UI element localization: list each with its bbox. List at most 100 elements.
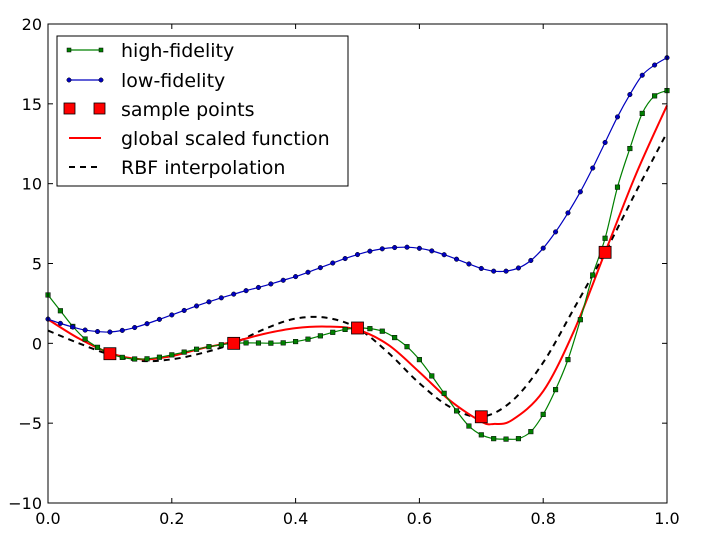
data-point-low-fidelity [553, 229, 559, 235]
legend-marker-low-fidelity [98, 77, 104, 83]
data-point-low-fidelity [206, 299, 212, 305]
data-point-high-fidelity [206, 344, 212, 350]
data-point-high-fidelity [218, 342, 224, 348]
legend-label-high-fidelity: high-fidelity [121, 40, 234, 62]
data-point-sample-points [474, 410, 488, 424]
data-point-low-fidelity [416, 245, 422, 251]
legend-entry-high-fidelity: high-fidelity [66, 40, 234, 62]
data-point-low-fidelity [528, 257, 534, 264]
series-layer [45, 55, 670, 442]
data-point-low-fidelity [231, 291, 237, 297]
data-point-high-fidelity [255, 340, 262, 346]
data-point-low-fidelity [429, 248, 435, 254]
data-point-high-fidelity [540, 411, 546, 417]
data-point-low-fidelity [392, 244, 398, 251]
data-point-high-fidelity [119, 354, 125, 360]
data-point-high-fidelity [466, 423, 472, 429]
data-point-low-fidelity [614, 114, 621, 120]
data-point-low-fidelity [503, 268, 509, 274]
data-point-low-fidelity [441, 252, 447, 258]
data-point-low-fidelity [255, 284, 262, 291]
data-point-low-fidelity [293, 274, 299, 280]
data-point-low-fidelity [280, 277, 286, 283]
data-point-high-fidelity [627, 145, 633, 152]
x-tick-label: 0.2 [159, 509, 184, 528]
data-point-high-fidelity [293, 339, 299, 345]
series-low-fidelity [45, 55, 670, 335]
data-point-sample-points [227, 336, 241, 350]
data-point-low-fidelity [478, 265, 484, 271]
data-point-high-fidelity [515, 436, 521, 442]
data-point-low-fidelity [453, 256, 460, 262]
data-point-sample-points [598, 245, 612, 259]
data-point-low-fidelity [577, 189, 583, 195]
data-point-low-fidelity [330, 260, 336, 266]
data-point-high-fidelity [429, 373, 435, 379]
data-point-high-fidelity [243, 340, 249, 346]
data-point-high-fidelity [404, 344, 410, 350]
x-tick-label: 0.8 [530, 509, 555, 528]
data-point-low-fidelity [156, 316, 162, 322]
data-point-high-fidelity [590, 272, 596, 278]
data-point-low-fidelity [342, 256, 348, 262]
data-point-low-fidelity [181, 307, 187, 313]
data-point-low-fidelity [540, 245, 546, 251]
data-point-low-fidelity [94, 328, 101, 335]
data-point-high-fidelity [330, 329, 336, 335]
data-point-high-fidelity [528, 429, 534, 435]
data-point-high-fidelity [342, 326, 348, 332]
data-point-high-fidelity [144, 356, 150, 362]
x-tick-label: 1.0 [654, 509, 679, 528]
legend-marker-high-fidelity [98, 47, 104, 53]
data-point-high-fidelity [553, 387, 559, 393]
legend-entry-sample-points: sample points [63, 99, 254, 121]
legend-marker-low-fidelity [66, 77, 72, 83]
y-tick-label: −10 [8, 494, 42, 513]
axis-layer: 0.0 0.2 0.4 0.6 0.8 1.0 −10 −5 0 5 10 15 20 [8, 15, 679, 528]
data-point-low-fidelity [590, 165, 596, 171]
data-point-high-fidelity [94, 344, 101, 350]
data-point-high-fidelity [441, 390, 447, 396]
data-point-low-fidelity [82, 327, 88, 333]
data-point-high-fidelity [565, 357, 571, 363]
data-point-high-fidelity [491, 436, 497, 442]
legend-label-rbf-interpolation: RBF interpolation [121, 157, 285, 179]
y-tick-label: 10 [22, 175, 42, 194]
legend-label-sample-points: sample points [121, 99, 254, 121]
y-tick-label: −5 [18, 414, 42, 433]
series-sample-points [103, 245, 612, 424]
data-point-high-fidelity [181, 349, 187, 355]
data-point-high-fidelity [132, 356, 138, 362]
y-tick-label: 5 [32, 255, 42, 274]
legend-marker-sample-points [63, 102, 76, 115]
data-point-low-fidelity [565, 210, 571, 216]
data-point-low-fidelity [57, 320, 63, 326]
legend-entry-global-scaled-function: global scaled function [69, 128, 330, 150]
data-point-high-fidelity [392, 335, 398, 341]
data-point-high-fidelity [453, 408, 460, 414]
data-point-high-fidelity [169, 352, 175, 358]
data-point-high-fidelity [280, 340, 286, 346]
data-point-low-fidelity [379, 246, 385, 252]
data-point-low-fidelity [119, 327, 125, 333]
data-point-low-fidelity [404, 244, 410, 250]
data-point-high-fidelity [416, 357, 422, 363]
data-point-low-fidelity [602, 139, 608, 146]
data-point-low-fidelity [627, 92, 633, 98]
data-point-sample-points [351, 321, 364, 335]
legend: high-fidelity low-fidelity sample points… [56, 35, 349, 187]
data-point-high-fidelity [317, 333, 323, 339]
y-tick-label: 15 [22, 95, 42, 114]
data-point-high-fidelity [57, 308, 63, 314]
data-point-high-fidelity [503, 436, 509, 442]
data-point-low-fidelity [466, 261, 472, 267]
legend-entry-low-fidelity: low-fidelity [66, 70, 225, 92]
legend-label-low-fidelity: low-fidelity [121, 70, 225, 92]
data-point-low-fidelity [639, 72, 645, 78]
data-point-low-fidelity [194, 303, 200, 309]
data-point-low-fidelity [515, 265, 521, 271]
data-point-high-fidelity [577, 317, 583, 323]
data-point-low-fidelity [144, 321, 150, 327]
data-point-high-fidelity [602, 235, 608, 241]
